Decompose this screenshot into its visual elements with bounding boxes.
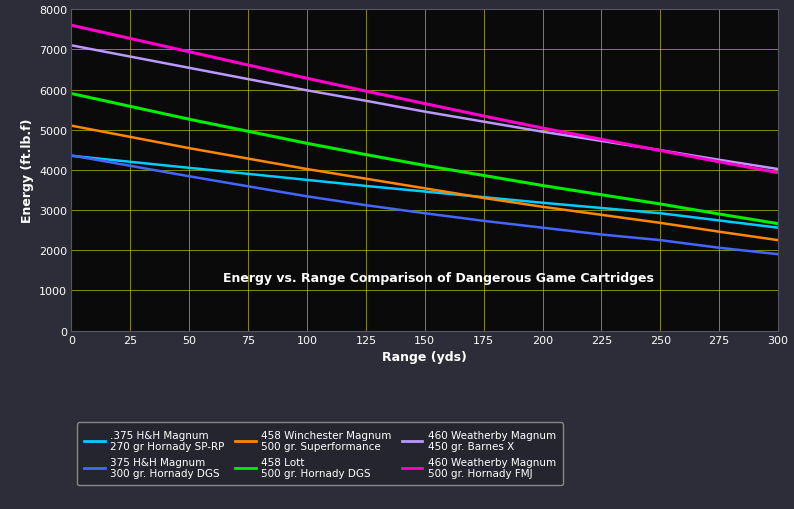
Legend: .375 H&H Magnum
270 gr Hornady SP-RP, 375 H&H Magnum
300 gr. Hornady DGS, 458 Wi: .375 H&H Magnum 270 gr Hornady SP-RP, 37… <box>77 422 563 486</box>
X-axis label: Range (yds): Range (yds) <box>383 351 467 363</box>
Text: Energy vs. Range Comparison of Dangerous Game Cartridges: Energy vs. Range Comparison of Dangerous… <box>223 271 654 285</box>
Y-axis label: Energy (ft.lb.f): Energy (ft.lb.f) <box>21 119 33 222</box>
